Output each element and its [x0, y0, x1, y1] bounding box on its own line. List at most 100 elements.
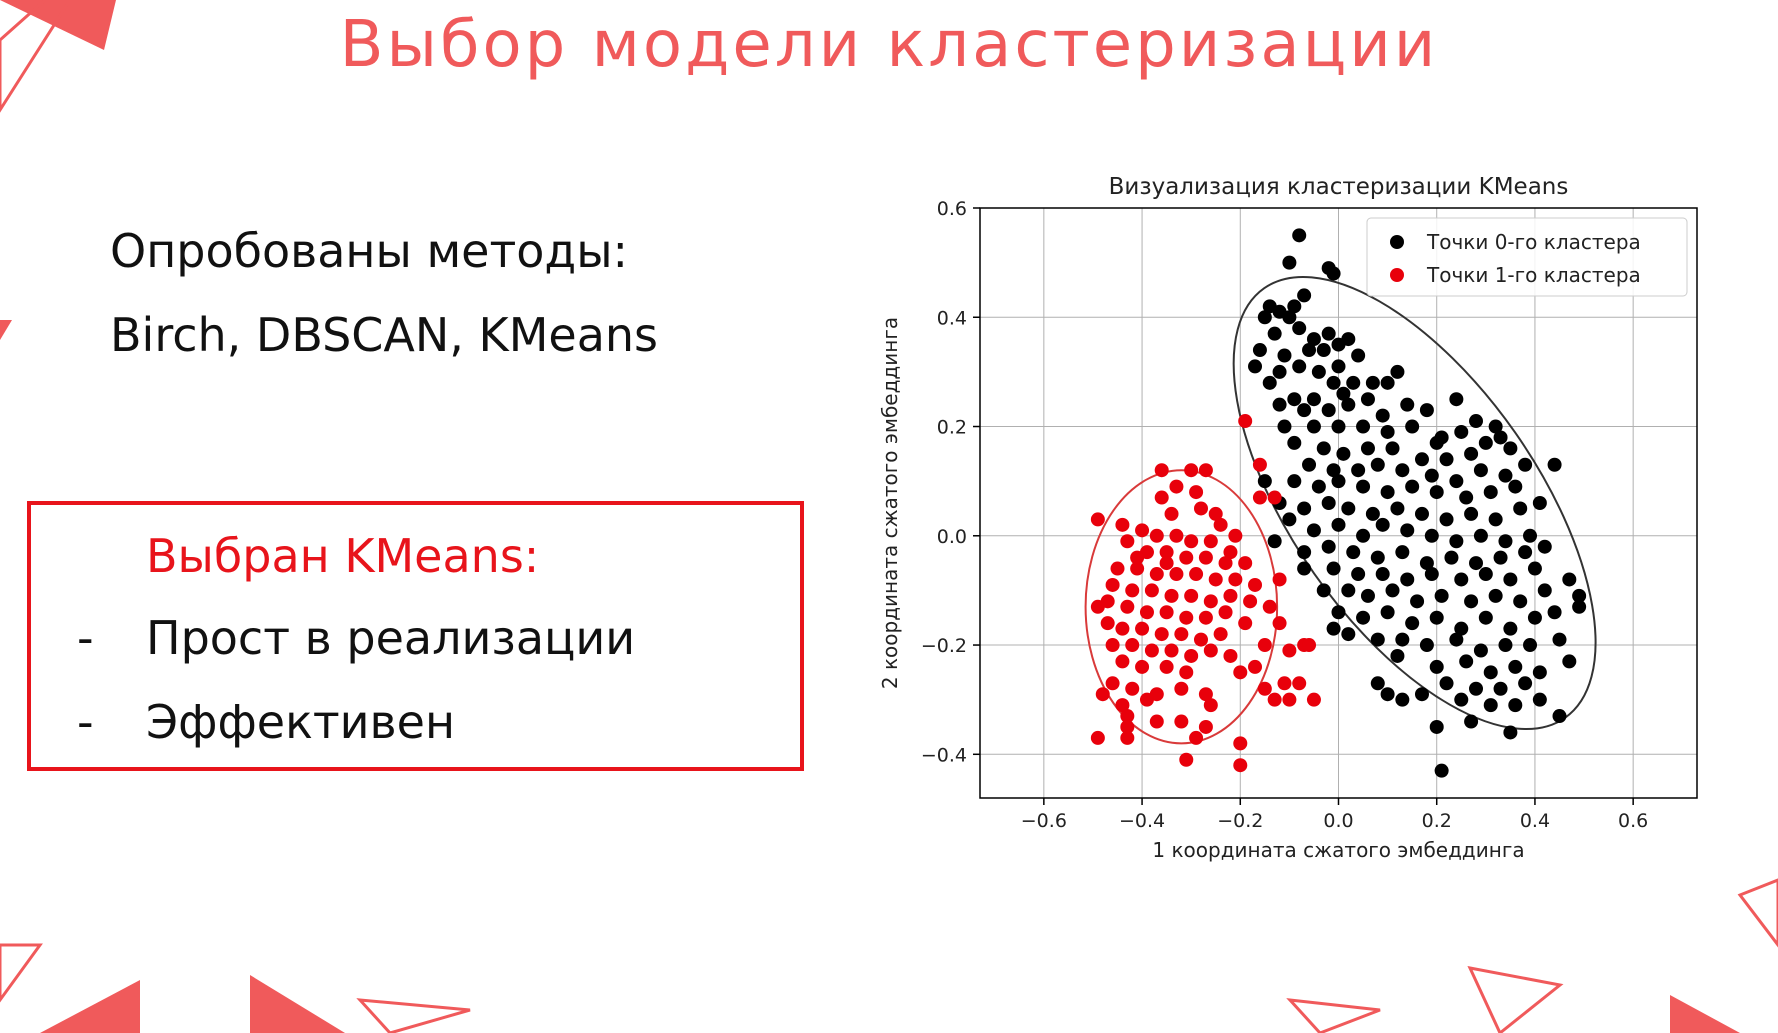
- scatter-point-cluster-0: [1419, 403, 1434, 418]
- scatter-point-cluster-0: [1331, 474, 1346, 489]
- scatter-point-cluster-0: [1390, 501, 1405, 516]
- scatter-point-cluster-0: [1493, 550, 1508, 565]
- triangle-decoration: [1286, 998, 1381, 1033]
- scatter-point-cluster-1: [1248, 659, 1263, 674]
- scatter-point-cluster-0: [1351, 348, 1366, 363]
- scatter-point-cluster-0: [1390, 648, 1405, 663]
- scatter-point-cluster-1: [1154, 490, 1169, 505]
- scatter-point-cluster-1: [1149, 567, 1164, 582]
- scatter-point-cluster-1: [1238, 556, 1253, 571]
- scatter-point-cluster-1: [1174, 681, 1189, 696]
- scatter-point-cluster-1: [1262, 599, 1277, 614]
- scatter-point-cluster-1: [1139, 605, 1154, 620]
- scatter-point-cluster-0: [1449, 632, 1464, 647]
- y-tick-label: 0.0: [937, 526, 967, 548]
- triangle-decoration: [0, 320, 12, 340]
- scatter-point-cluster-0: [1302, 457, 1317, 472]
- scatter-point-cluster-1: [1213, 517, 1228, 532]
- scatter-point-cluster-1: [1130, 561, 1145, 576]
- scatter-point-cluster-1: [1257, 681, 1272, 696]
- scatter-point-cluster-1: [1193, 501, 1208, 516]
- scatter-point-cluster-1: [1144, 583, 1159, 598]
- scatter-point-cluster-1: [1213, 627, 1228, 642]
- scatter-point-cluster-0: [1331, 605, 1346, 620]
- scatter-point-cluster-1: [1130, 550, 1145, 565]
- scatter-point-cluster-0: [1257, 310, 1272, 325]
- scatter-point-cluster-0: [1513, 501, 1528, 516]
- scatter-point-cluster-0: [1439, 452, 1454, 467]
- scatter-point-cluster-0: [1405, 479, 1420, 494]
- scatter-point-cluster-1: [1159, 545, 1174, 560]
- scatter-point-cluster-0: [1326, 463, 1341, 478]
- scatter-point-cluster-1: [1125, 638, 1140, 653]
- x-tick-label: 0.2: [1422, 810, 1452, 832]
- scatter-point-cluster-1: [1208, 506, 1223, 521]
- bullet-dash: -: [77, 611, 94, 665]
- scatter-point-cluster-1: [1090, 730, 1105, 745]
- scatter-point-cluster-0: [1562, 654, 1577, 669]
- scatter-point-cluster-1: [1248, 577, 1263, 592]
- scatter-point-cluster-0: [1508, 479, 1523, 494]
- scatter-point-cluster-0: [1282, 512, 1297, 527]
- x-tick-label: 0.6: [1618, 810, 1648, 832]
- scatter-point-cluster-1: [1105, 577, 1120, 592]
- scatter-point-cluster-0: [1552, 632, 1567, 647]
- triangle-decoration: [1737, 878, 1778, 948]
- scatter-point-cluster-1: [1267, 490, 1282, 505]
- scatter-point-cluster-0: [1547, 457, 1562, 472]
- cluster-ellipse: [1084, 469, 1279, 745]
- scatter-point-cluster-0: [1513, 594, 1528, 609]
- scatter-point-cluster-0: [1336, 446, 1351, 461]
- scatter-point-cluster-1: [1159, 556, 1174, 571]
- scatter-point-cluster-1: [1135, 523, 1150, 538]
- choice-title: Выбран KMeans:: [146, 529, 540, 583]
- scatter-point-cluster-1: [1243, 594, 1258, 609]
- legend-label: Точки 1-го кластера: [1426, 263, 1641, 287]
- scatter-point-cluster-1: [1223, 648, 1238, 663]
- choice-box: Выбран KMeans: - Прост в реализации - Эф…: [27, 501, 804, 771]
- scatter-point-cluster-1: [1125, 583, 1140, 598]
- scatter-point-cluster-0: [1459, 490, 1474, 505]
- scatter-point-cluster-0: [1297, 288, 1312, 303]
- scatter-point-cluster-1: [1282, 692, 1297, 707]
- scatter-point-cluster-0: [1321, 539, 1336, 554]
- chart-title: Визуализация кластеризации KMeans: [1109, 174, 1569, 200]
- scatter-point-cluster-1: [1203, 643, 1218, 658]
- scatter-point-cluster-1: [1149, 528, 1164, 543]
- scatter-point-cluster-0: [1336, 386, 1351, 401]
- scatter-point-cluster-0: [1356, 479, 1371, 494]
- scatter-point-cluster-0: [1503, 572, 1518, 587]
- scatter-point-cluster-1: [1306, 692, 1321, 707]
- scatter-point-cluster-1: [1223, 588, 1238, 603]
- chart-svg: −0.6 −0.4 −0.2 0.0 0.2 0.4 0.6 0.6 0.4 0.2 0.0 −0.2…: [878, 174, 1698, 862]
- scatter-point-cluster-0: [1375, 567, 1390, 582]
- scatter-point-cluster-1: [1198, 719, 1213, 734]
- scatter-point-cluster-0: [1478, 610, 1493, 625]
- scatter-point-cluster-0: [1365, 506, 1380, 521]
- scatter-point-cluster-0: [1360, 588, 1375, 603]
- scatter-point-cluster-1: [1105, 676, 1120, 691]
- scatter-point-cluster-1: [1120, 709, 1135, 724]
- scatter-point-cluster-0: [1518, 545, 1533, 560]
- scatter-point-cluster-1: [1164, 643, 1179, 658]
- scatter-point-cluster-1: [1164, 506, 1179, 521]
- scatter-point-cluster-0: [1405, 419, 1420, 434]
- scatter-point-cluster-0: [1547, 605, 1562, 620]
- methods-heading: Опробованы методы:: [110, 224, 629, 278]
- scatter-point-cluster-0: [1370, 632, 1385, 647]
- scatter-point-cluster-0: [1331, 359, 1346, 374]
- scatter-point-cluster-1: [1169, 479, 1184, 494]
- scatter-point-cluster-0: [1473, 463, 1488, 478]
- scatter-point-cluster-1: [1115, 698, 1130, 713]
- scatter-point-cluster-0: [1508, 659, 1523, 674]
- scatter-point-cluster-1: [1159, 605, 1174, 620]
- bullet-item: Прост в реализации: [146, 611, 636, 665]
- scatter-point-cluster-0: [1523, 528, 1538, 543]
- scatter-point-cluster-0: [1410, 594, 1425, 609]
- scatter-point-cluster-1: [1159, 659, 1174, 674]
- scatter-point-cluster-0: [1297, 545, 1312, 560]
- scatter-point-cluster-1: [1203, 534, 1218, 549]
- scatter-point-cluster-1: [1282, 643, 1297, 658]
- scatter-point-cluster-0: [1326, 266, 1341, 281]
- legend-label: Точки 0-го кластера: [1426, 230, 1641, 254]
